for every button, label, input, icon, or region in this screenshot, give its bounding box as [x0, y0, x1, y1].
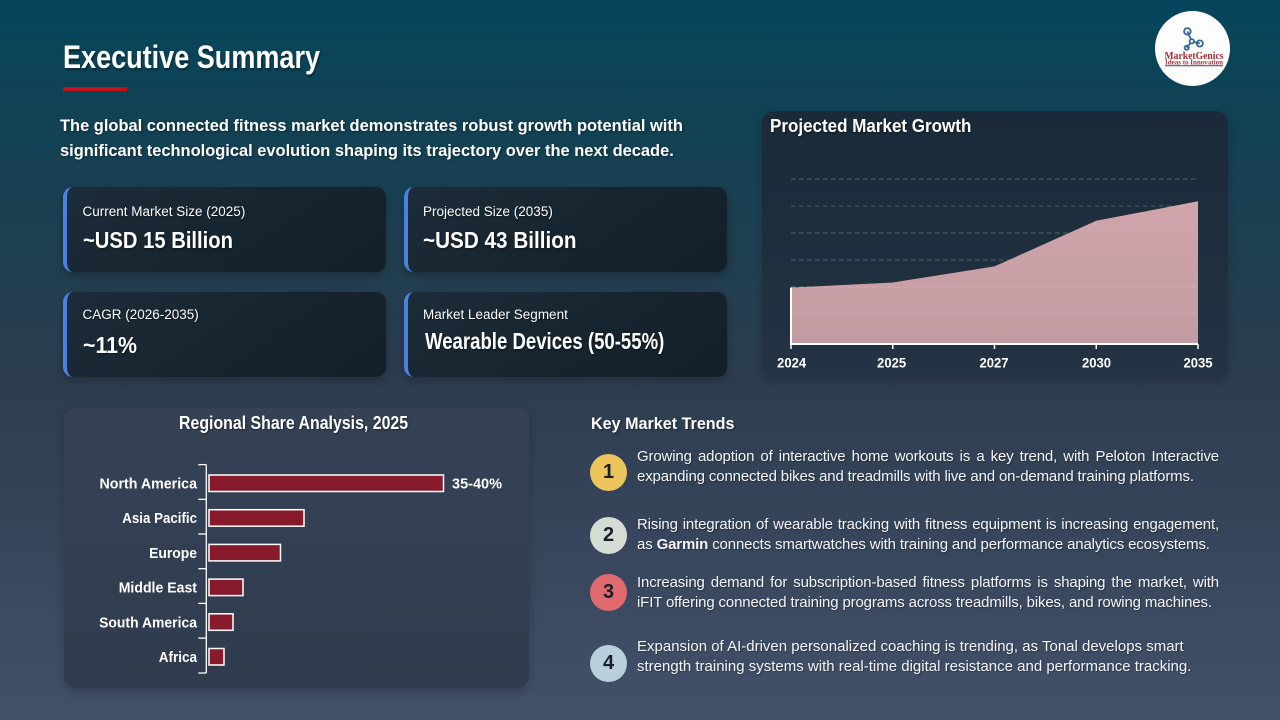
- svg-text:35-40%: 35-40%: [452, 477, 502, 493]
- svg-text:North America: North America: [100, 476, 198, 493]
- svg-text:2024: 2024: [777, 355, 806, 371]
- svg-text:2035: 2035: [1183, 355, 1212, 371]
- svg-text:Europe: Europe: [149, 545, 197, 562]
- svg-text:2027: 2027: [979, 355, 1008, 371]
- svg-text:Ideas to Innovation: Ideas to Innovation: [1165, 59, 1223, 67]
- svg-text:Middle East: Middle East: [119, 580, 197, 597]
- svg-text:Asia Pacific: Asia Pacific: [122, 510, 197, 527]
- svg-text:Africa: Africa: [159, 649, 198, 666]
- svg-text:MarketGenics: MarketGenics: [1165, 51, 1224, 62]
- svg-text:2025: 2025: [877, 355, 906, 371]
- svg-text:2030: 2030: [1082, 355, 1111, 371]
- svg-text:South America: South America: [99, 614, 198, 631]
